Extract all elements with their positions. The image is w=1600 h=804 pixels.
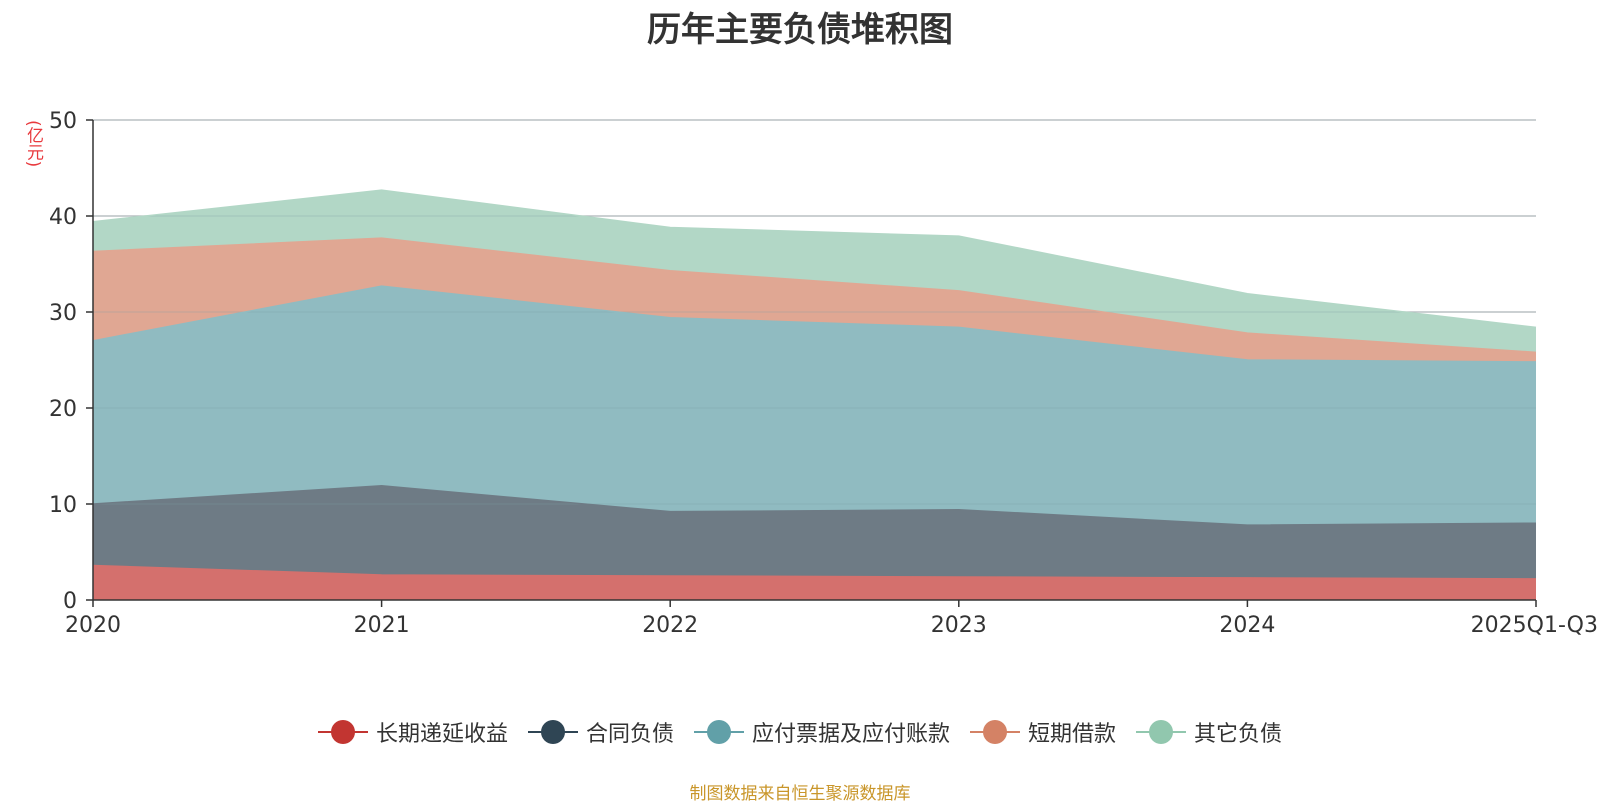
legend-marker-icon [317, 719, 368, 745]
line-series-3 [92, 237, 1537, 354]
source-note: 制图数据来自恒生聚源数据库 [689, 784, 911, 804]
legend-label: 合同负债 [585, 722, 674, 747]
y-tick-label-0: 0 [63, 589, 77, 614]
legend-item-2[interactable]: 应付票据及应付账款 [693, 716, 950, 748]
legend-label: 应付票据及应付账款 [751, 722, 950, 747]
legend: 长期递延收益 合同负债 应付票据及应付账款 短期借款 其它负债 [0, 716, 1600, 748]
y-axis-unit-label: (亿元) [23, 120, 43, 168]
line-series-4 [92, 189, 1537, 329]
legend-item-4[interactable]: 其它负债 [1136, 716, 1282, 748]
legend-label: 其它负债 [1194, 722, 1283, 747]
x-tick-label-4: 2024 [1219, 613, 1275, 638]
x-tick-label-5: 2025Q1-Q3 [1471, 613, 1598, 638]
y-tick-label-50: 50 [49, 109, 77, 134]
area-series-0 [93, 565, 1536, 600]
legend-item-0[interactable]: 长期递延收益 [317, 716, 508, 748]
legend-marker-icon [970, 719, 1020, 745]
legend-label: 短期借款 [1028, 722, 1117, 747]
legend-label: 长期递延收益 [375, 722, 508, 747]
y-tick-label-40: 40 [49, 205, 77, 230]
legend-item-1[interactable]: 合同负债 [527, 716, 674, 748]
area-series-2 [93, 286, 1536, 526]
line-series-0 [92, 564, 1537, 580]
y-tick-label-30: 30 [49, 301, 77, 326]
area-series-4 [93, 190, 1536, 353]
x-tick-label-1: 2021 [354, 613, 410, 638]
x-tick-label-0: 2020 [65, 613, 121, 638]
y-tick-label-20: 20 [49, 397, 77, 422]
x-tick-label-3: 2023 [931, 613, 987, 638]
legend-marker-icon [1136, 719, 1187, 745]
legend-marker-icon [527, 719, 578, 745]
chart-title: 历年主要负债堆积图 [647, 10, 953, 50]
line-series-2 [92, 285, 1537, 363]
x-tick-label-2: 2022 [642, 613, 698, 638]
legend-item-3[interactable]: 短期借款 [970, 716, 1116, 748]
area-series-1 [93, 485, 1536, 579]
area-series-3 [93, 238, 1536, 362]
line-series-1 [92, 485, 1537, 526]
legend-marker-icon [693, 719, 744, 745]
y-tick-label-10: 10 [49, 493, 77, 518]
